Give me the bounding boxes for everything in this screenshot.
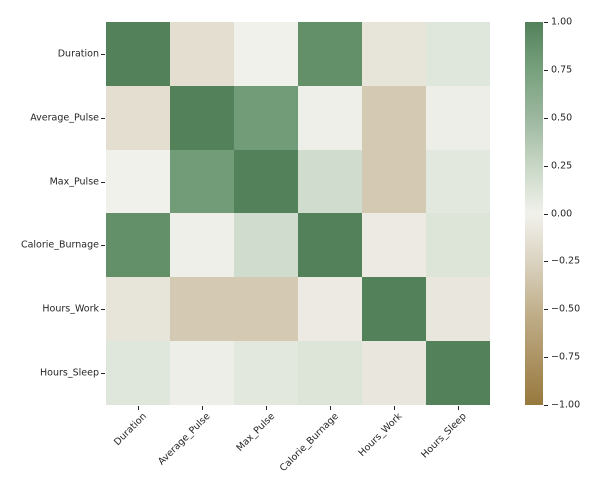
colorbar-tick-label: 0.75: [551, 64, 573, 76]
heatmap-cell: [170, 85, 234, 150]
heatmap-cell: [298, 85, 362, 150]
y-axis-label: Calorie_Burnage: [20, 239, 99, 251]
heatmap-cell: [426, 85, 490, 150]
colorbar-tick-label: −0.50: [551, 303, 581, 315]
heatmap-cell: [234, 149, 298, 214]
x-axis-label: Max_Pulse: [234, 411, 277, 454]
colorbar-tick-label: −1.00: [551, 399, 581, 411]
heatmap-cell: [362, 341, 426, 405]
x-tick: [394, 406, 395, 410]
colorbar-tick-label: −0.25: [551, 255, 581, 267]
heatmap-cell: [362, 277, 426, 342]
heatmap-cell: [426, 22, 490, 86]
colorbar-tick: [544, 309, 548, 311]
heatmap-grid: [106, 22, 490, 405]
x-tick: [138, 406, 139, 410]
colorbar-tick: [544, 117, 548, 119]
heatmap-cell: [170, 213, 234, 278]
colorbar-tick: [544, 165, 548, 167]
y-axis-label: Hours_Sleep: [40, 367, 99, 379]
x-tick: [202, 406, 203, 410]
x-tick: [458, 406, 459, 410]
colorbar-tick-label: 0.25: [551, 160, 573, 172]
y-tick: [101, 53, 105, 55]
x-tick: [266, 406, 267, 410]
heatmap-cell: [426, 213, 490, 278]
y-tick: [101, 373, 105, 375]
y-tick: [101, 117, 105, 119]
heatmap-cell: [426, 277, 490, 342]
y-axis-label: Duration: [57, 48, 99, 60]
y-axis-label: Average_Pulse: [30, 112, 99, 124]
heatmap-cell: [234, 22, 298, 86]
colorbar-tick-label: 0.50: [551, 112, 573, 124]
heatmap-cell: [362, 149, 426, 214]
heatmap-cell: [426, 149, 490, 214]
heatmap-cell: [362, 22, 426, 86]
heatmap-cell: [362, 85, 426, 150]
colorbar-tick: [544, 213, 548, 215]
heatmap-cell: [106, 213, 170, 278]
heatmap-cell: [234, 213, 298, 278]
x-axis-label: Average_Pulse: [156, 411, 213, 468]
colorbar-tick: [544, 69, 548, 71]
heatmap-cell: [362, 213, 426, 278]
heatmap-cell: [298, 341, 362, 405]
heatmap-cell: [234, 85, 298, 150]
y-tick: [101, 181, 105, 183]
heatmap-cell: [106, 22, 170, 86]
colorbar-tick-label: −0.75: [551, 351, 581, 363]
colorbar-tick-label: 1.00: [551, 16, 573, 28]
colorbar-tick: [544, 357, 548, 359]
colorbar-tick: [544, 261, 548, 263]
heatmap-cell: [170, 341, 234, 405]
y-tick: [101, 309, 105, 311]
heatmap-cell: [426, 341, 490, 405]
x-axis-label: Calorie_Burnage: [277, 411, 341, 474]
x-axis-label: Hours_Sleep: [419, 411, 469, 461]
heatmap-cell: [106, 149, 170, 214]
heatmap-cell: [170, 149, 234, 214]
heatmap-cell: [234, 277, 298, 342]
heatmap-cell: [298, 22, 362, 86]
y-tick: [101, 245, 105, 247]
colorbar-tick-label: 0.00: [551, 208, 573, 219]
heatmap-cell: [170, 22, 234, 86]
x-axis-label: Hours_Work: [356, 411, 405, 459]
heatmap-cell: [298, 149, 362, 214]
y-axis-label: Max_Pulse: [49, 176, 99, 188]
x-axis-label: Duration: [111, 411, 149, 448]
heatmap-cell: [106, 85, 170, 150]
heatmap-cell: [234, 341, 298, 405]
colorbar-tick: [544, 22, 548, 23]
x-tick: [330, 406, 331, 410]
colorbar-tick: [544, 405, 548, 406]
heatmap-cell: [106, 277, 170, 342]
heatmap-cell: [298, 213, 362, 278]
heatmap-cell: [106, 341, 170, 405]
y-axis-label: Hours_Work: [42, 303, 99, 315]
heatmap-cell: [298, 277, 362, 342]
colorbar-gradient: [525, 22, 543, 405]
heatmap-cell: [170, 277, 234, 342]
